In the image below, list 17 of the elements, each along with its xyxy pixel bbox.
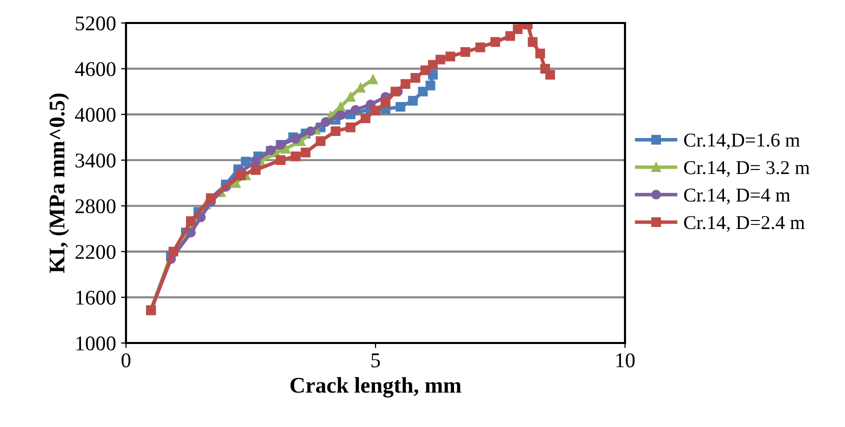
y-tick-label: 5200 [76, 16, 116, 30]
y-axis-title: KI, (MPa mm^0.5) [48, 94, 70, 274]
x-axis-title: Crack length, mm [290, 377, 462, 398]
y-tick-label: 2800 [76, 199, 116, 214]
legend-label: Cr.14, D=2.4 m [684, 216, 805, 232]
legend-label: Cr.14,D=1.6 m [684, 134, 800, 150]
y-tick-label: 4600 [75, 62, 116, 76]
x-tick-label: 5 [372, 354, 380, 368]
y-tick-label: 1600 [76, 290, 116, 305]
y-tick-label: 3400 [76, 154, 116, 168]
x-tick-label: 10 [616, 353, 635, 368]
legend-label: Cr.14, D=4 m [684, 188, 790, 204]
y-tick-label: 1000 [76, 336, 116, 350]
x-tick-label: 0 [122, 353, 130, 368]
y-tick-label: 2200 [76, 244, 116, 260]
legend-label: Cr.14, D= 3.2 m [684, 161, 810, 177]
y-tick-label: 4000 [75, 108, 116, 122]
